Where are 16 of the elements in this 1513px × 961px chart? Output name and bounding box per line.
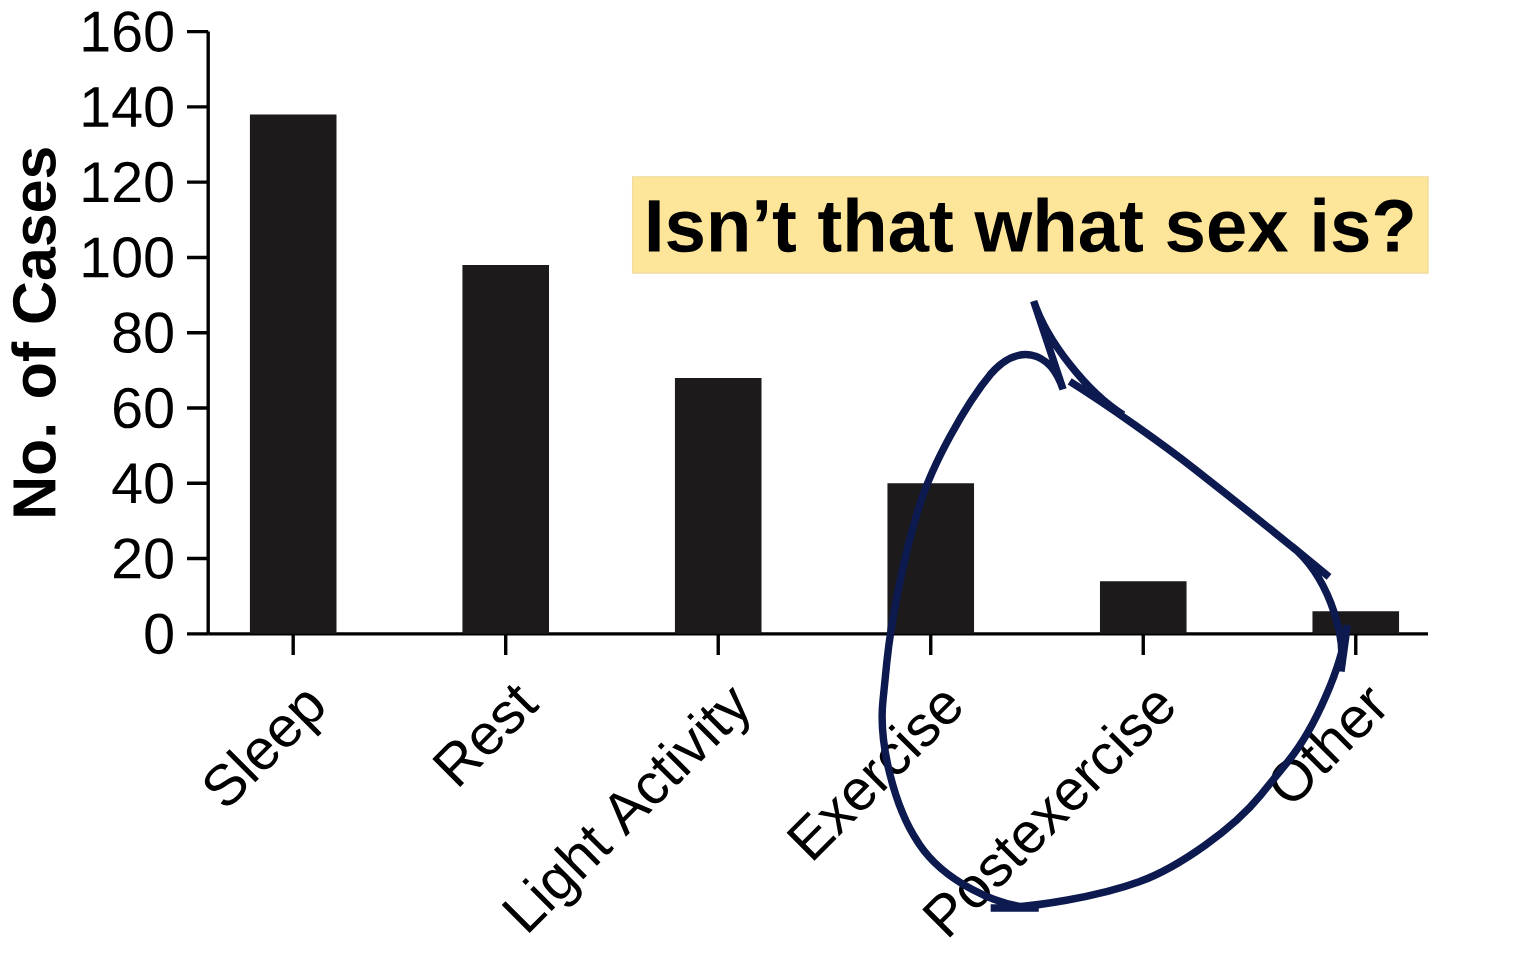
y-tick-label: 120: [83, 161, 173, 203]
bar: [462, 265, 550, 634]
bar: [887, 483, 975, 634]
bar: [1099, 581, 1187, 634]
y-tick-label: 100: [83, 237, 173, 278]
y-axis-title: No. of Cases: [11, 148, 56, 516]
y-tick-label: 0: [145, 613, 173, 655]
bar: [249, 114, 337, 634]
y-tick-label: 20: [114, 538, 173, 580]
y-tick-label: 80: [113, 312, 173, 354]
bar: [674, 378, 762, 634]
y-tick-label: 160: [83, 11, 173, 53]
y-tick-label: 60: [114, 387, 173, 429]
y-tick-label: 140: [83, 86, 173, 128]
y-tick-label: 40: [112, 463, 173, 504]
annotation: Isn’t that what sex is?: [648, 197, 1413, 253]
